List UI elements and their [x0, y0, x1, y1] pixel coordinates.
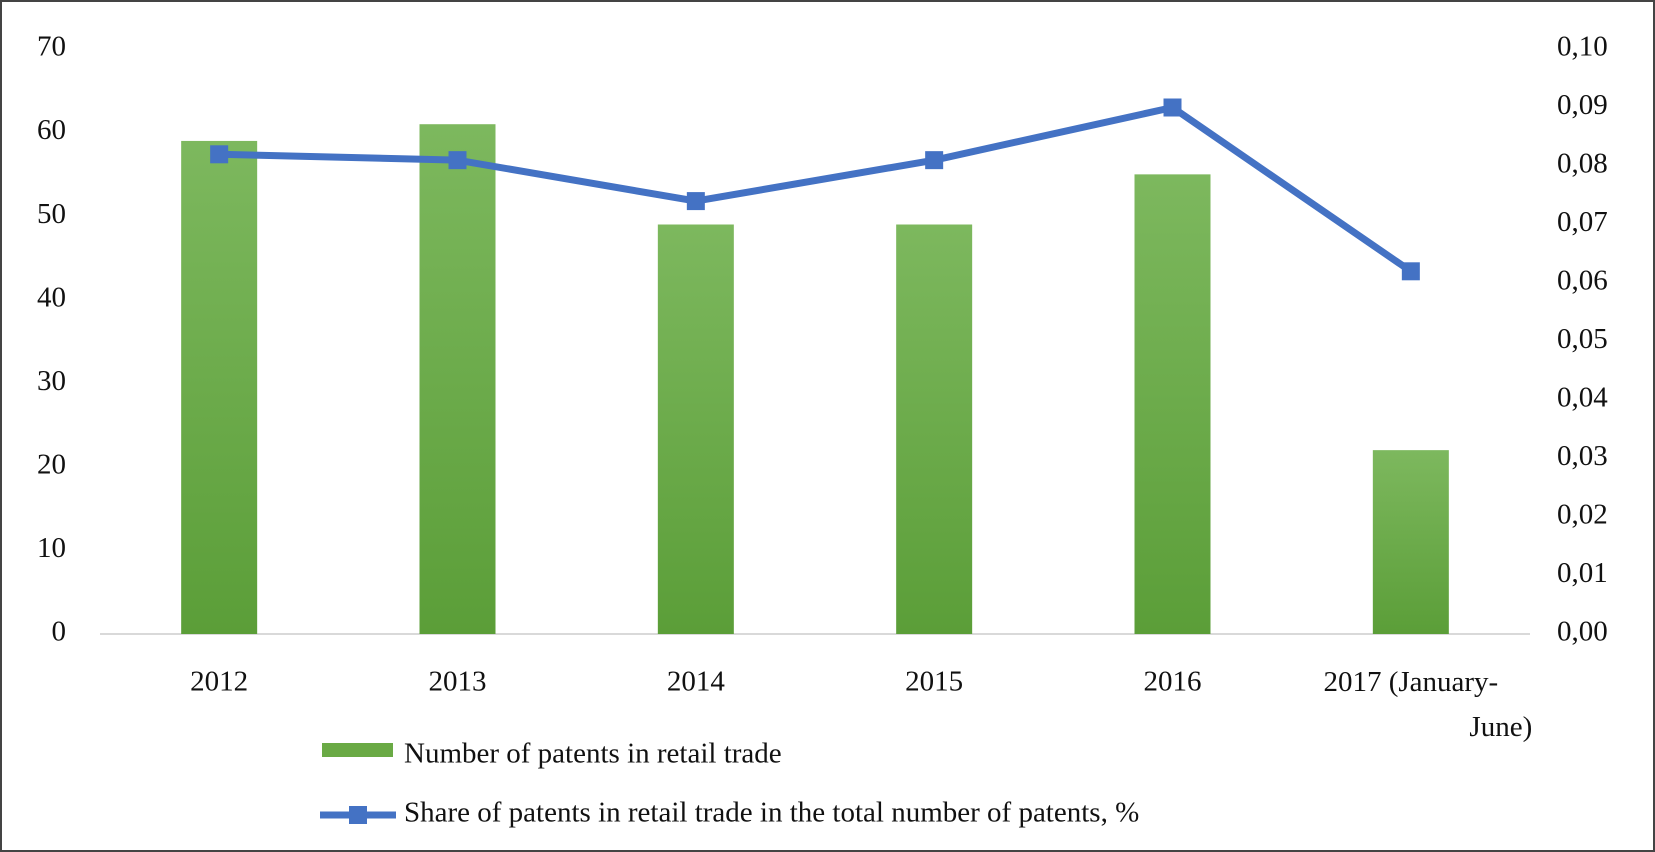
y2-tick-label: 0,00 — [1557, 616, 1608, 648]
bar — [896, 224, 973, 634]
line-marker — [925, 151, 944, 170]
x-tick-label: 2016 — [1144, 666, 1202, 698]
y2-tick-label: 0,09 — [1557, 89, 1608, 121]
bar — [419, 124, 496, 634]
y2-tick-label: 0,02 — [1557, 499, 1608, 531]
x-tick-label: 2017 (January-June) — [1323, 666, 1532, 743]
line-marker — [448, 151, 467, 170]
y-tick-label: 10 — [37, 532, 66, 564]
y-tick-label: 70 — [37, 31, 66, 63]
y-tick-label: 60 — [37, 114, 66, 146]
bar — [1134, 174, 1211, 634]
y2-tick-label: 0,01 — [1557, 557, 1608, 589]
bar — [181, 140, 258, 634]
y-tick-label: 30 — [37, 365, 66, 397]
legend-marker — [349, 806, 367, 824]
legend-label: Share of patents in retail trade in the … — [404, 797, 1139, 829]
y2-tick-label: 0,03 — [1557, 440, 1608, 472]
bar — [1372, 450, 1449, 634]
x-tick-label: 2015 — [905, 666, 963, 698]
y-tick-label: 40 — [37, 281, 66, 313]
y-tick-label: 0 — [52, 616, 67, 648]
y-tick-label: 20 — [37, 449, 66, 481]
y2-tick-label: 0,10 — [1557, 31, 1608, 63]
y2-tick-label: 0,05 — [1557, 323, 1608, 355]
line-marker — [1163, 98, 1182, 117]
legend-label: Number of patents in retail trade — [404, 738, 782, 770]
y2-tick-label: 0,08 — [1557, 148, 1608, 180]
x-tick-label: 2013 — [429, 666, 487, 698]
legend-swatch — [322, 743, 393, 757]
line-marker — [210, 145, 229, 164]
x-tick-label: 2012 — [190, 666, 248, 698]
y-tick-label: 50 — [37, 198, 66, 230]
y2-tick-label: 0,06 — [1557, 265, 1608, 297]
x-tick-label: 2014 — [667, 666, 726, 698]
bar — [657, 224, 734, 634]
y2-tick-label: 0,04 — [1557, 382, 1608, 414]
line — [219, 104, 1413, 275]
line-marker — [686, 192, 705, 211]
line-marker — [1401, 262, 1420, 281]
y2-tick-label: 0,07 — [1557, 206, 1608, 238]
